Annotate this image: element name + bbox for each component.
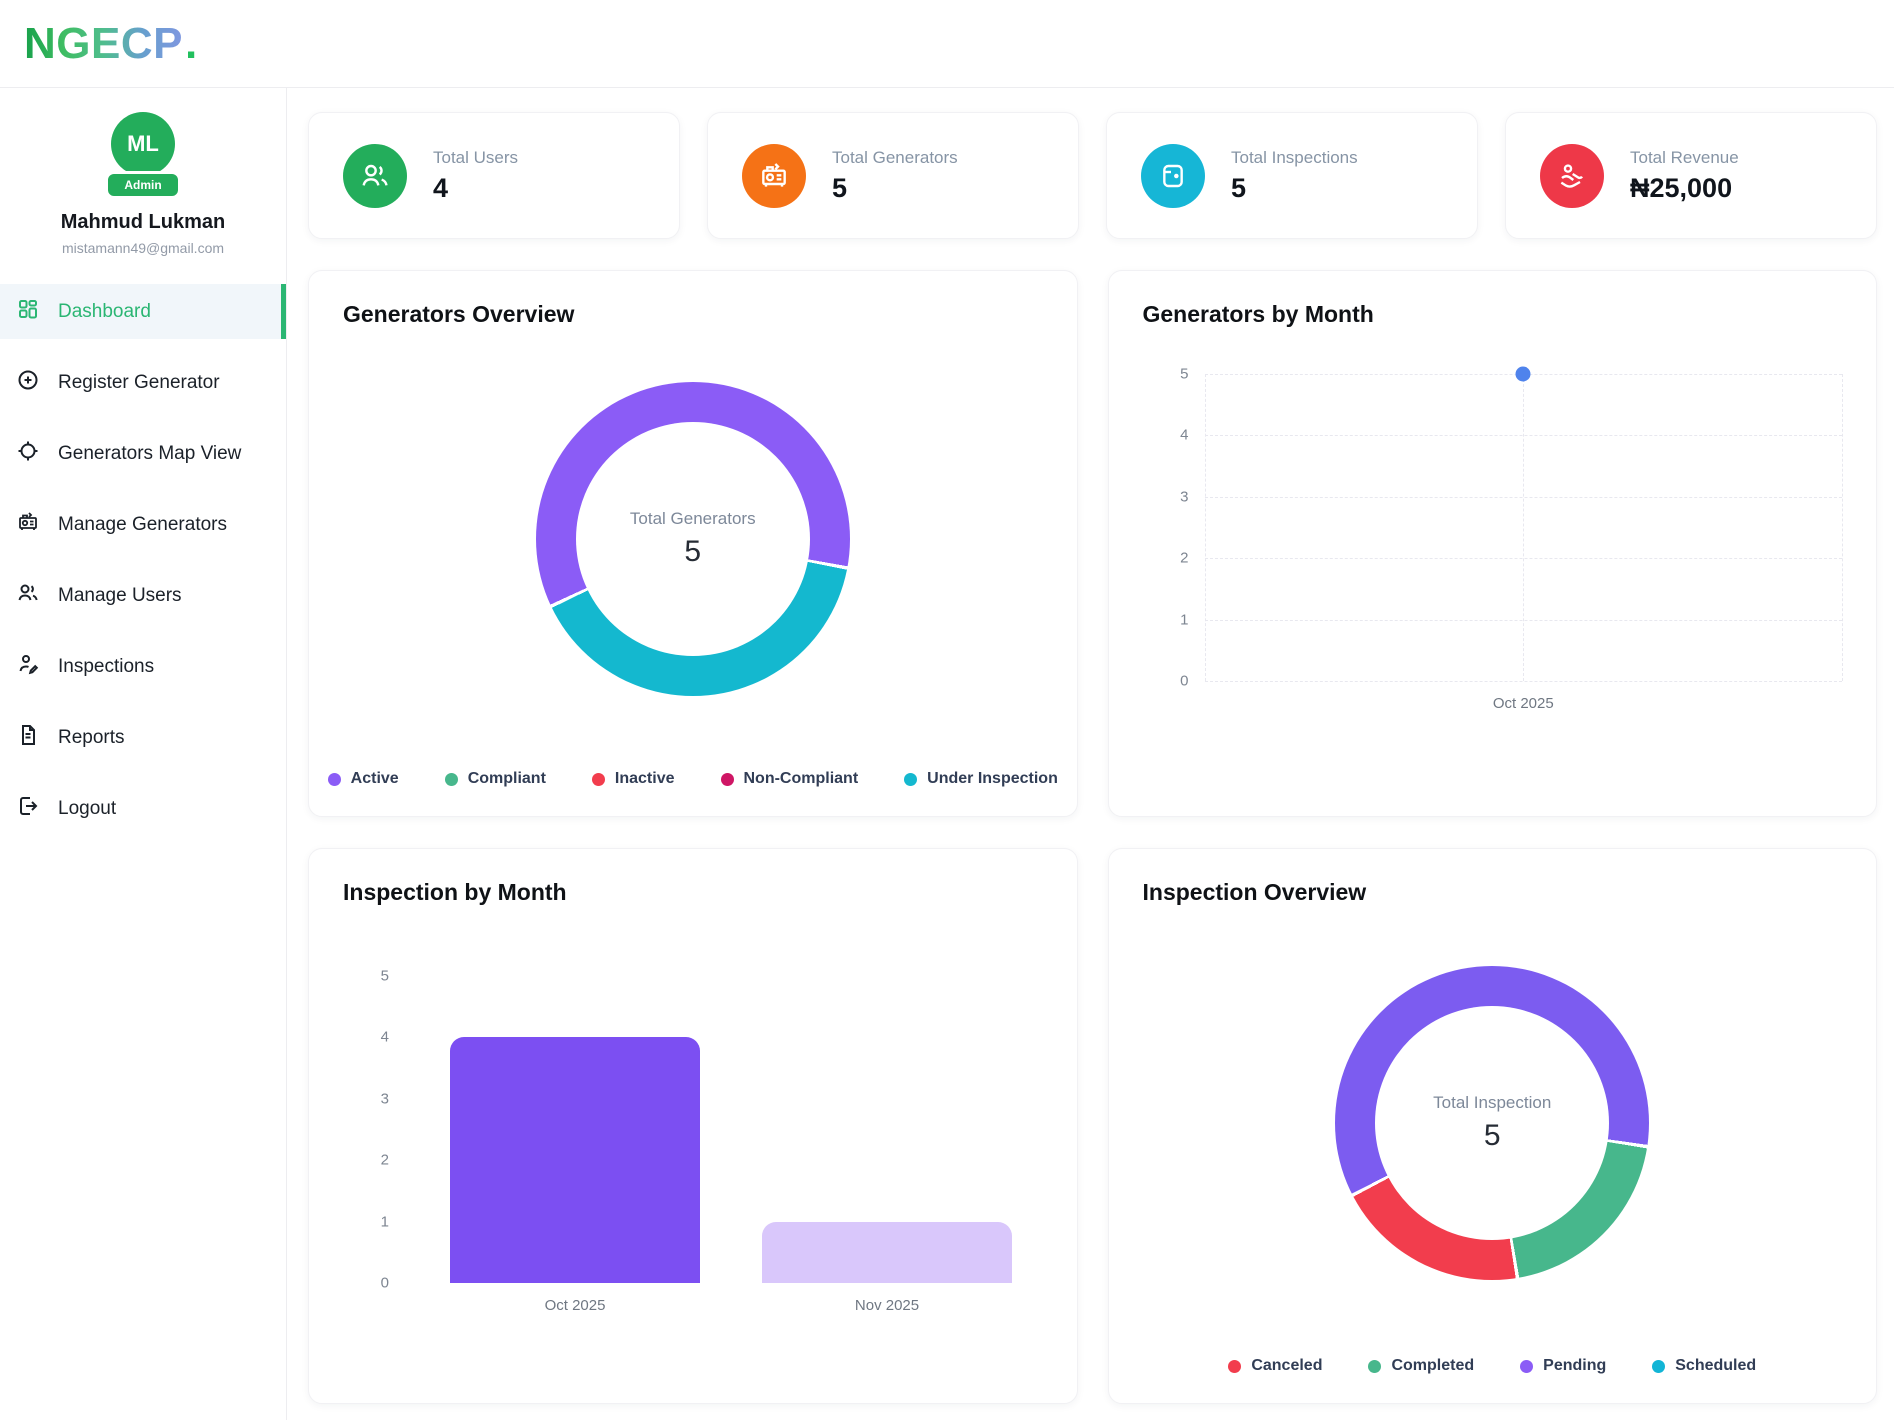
legend-dot bbox=[720, 772, 734, 786]
dashboard-icon bbox=[16, 297, 40, 327]
generators-overview-donut: Total Generators 5 bbox=[535, 382, 850, 696]
legend-dot bbox=[904, 772, 918, 786]
legend-item-scheduled[interactable]: Scheduled bbox=[1652, 1357, 1756, 1375]
stat-card-total-users: Total Users 4 bbox=[308, 112, 680, 239]
legend-item-inactive[interactable]: Inactive bbox=[591, 770, 675, 788]
brand-logo-text: NGECP bbox=[24, 18, 183, 68]
sidebar-item-label: Register Generator bbox=[58, 371, 220, 393]
legend-dot bbox=[327, 772, 341, 786]
chart-title: Inspection Overview bbox=[1142, 879, 1367, 905]
stat-label: Total Inspections bbox=[1231, 147, 1358, 167]
data-point[interactable] bbox=[1515, 366, 1531, 382]
scatter-plot-area: Oct 2025 bbox=[1204, 366, 1843, 712]
role-badge: Admin bbox=[105, 171, 181, 199]
sidebar-item-label: Dashboard bbox=[58, 300, 151, 322]
chart-title: Generators by Month bbox=[1142, 301, 1374, 327]
stat-value: ₦25,000 bbox=[1630, 172, 1733, 203]
logout-icon bbox=[16, 794, 40, 824]
stat-card-total-inspections: Total Inspections 5 bbox=[1106, 112, 1478, 239]
chart-title: Inspection by Month bbox=[343, 879, 567, 905]
legend-item-pending[interactable]: Pending bbox=[1520, 1357, 1606, 1375]
brand-logo-dot: . bbox=[184, 18, 198, 68]
stat-card-total-generators: Total Generators 5 bbox=[707, 112, 1079, 239]
bar-plot-area: Oct 2025 Nov 2025 bbox=[405, 976, 1043, 1314]
users-icon bbox=[16, 581, 40, 611]
legend-dot bbox=[1228, 1359, 1242, 1373]
document-icon bbox=[16, 723, 40, 753]
user-email: mistamann49@gmail.com bbox=[61, 240, 225, 256]
donut-center-label: Total Generators bbox=[629, 509, 756, 528]
sidebar-item-dashboard[interactable]: Dashboard bbox=[0, 284, 286, 339]
stat-value: 5 bbox=[1231, 172, 1247, 203]
chart-title: Generators Overview bbox=[343, 301, 575, 327]
main-content: Total Users 4 Total Generators 5 Total I… bbox=[287, 88, 1894, 1420]
sidebar-item-manage-generators[interactable]: Manage Generators bbox=[0, 497, 286, 552]
legend-dot bbox=[1652, 1359, 1666, 1373]
sidebar-item-label: Logout bbox=[58, 797, 117, 819]
legend-dot bbox=[1520, 1359, 1534, 1373]
brand-logo[interactable]: NGECP . bbox=[24, 19, 197, 69]
bar-oct-2025[interactable] bbox=[450, 1037, 700, 1283]
sidebar-nav: Dashboard Register Generator Generators … bbox=[0, 284, 286, 836]
sidebar-item-label: Generators Map View bbox=[58, 442, 242, 464]
legend-item-active[interactable]: Active bbox=[327, 770, 399, 788]
charts-grid: Generators Overview Total Generators 5 A… bbox=[308, 270, 1877, 1404]
sidebar-item-logout[interactable]: Logout bbox=[0, 781, 286, 836]
chart-legend: Canceled Completed Pending Scheduled bbox=[1109, 1357, 1877, 1375]
stat-card-total-revenue: Total Revenue ₦25,000 bbox=[1505, 112, 1877, 239]
inspection-overview-donut: Total Inspection 5 bbox=[1335, 966, 1650, 1280]
avatar: ML bbox=[111, 112, 175, 176]
stat-value: 4 bbox=[433, 172, 449, 203]
app-header: NGECP . bbox=[0, 0, 1894, 88]
person-edit-icon bbox=[16, 652, 40, 682]
stat-label: Total Generators bbox=[832, 147, 958, 167]
sidebar-item-inspections[interactable]: Inspections bbox=[0, 639, 286, 694]
legend-item-under-inspection[interactable]: Under Inspection bbox=[904, 770, 1058, 788]
sidebar-item-reports[interactable]: Reports bbox=[0, 710, 286, 765]
donut-center-value: 5 bbox=[684, 535, 702, 568]
x-axis-label: Nov 2025 bbox=[854, 1297, 920, 1314]
stat-label: Total Users bbox=[433, 147, 519, 167]
generators-overview-card: Generators Overview Total Generators 5 A… bbox=[308, 270, 1078, 817]
plus-circle-icon bbox=[16, 368, 40, 398]
legend-dot bbox=[444, 772, 458, 786]
crosshair-icon bbox=[16, 439, 40, 469]
bar-nov-2025[interactable] bbox=[762, 1221, 1012, 1283]
x-axis-label: Oct 2025 bbox=[1492, 695, 1554, 712]
x-axis-label: Oct 2025 bbox=[544, 1297, 606, 1314]
user-profile: ML Admin Mahmud Lukman mistamann49@gmail… bbox=[0, 112, 286, 256]
sidebar-item-label: Reports bbox=[58, 726, 125, 748]
inspection-overview-card: Inspection Overview Total Inspection 5 C… bbox=[1107, 848, 1877, 1404]
sidebar-item-label: Manage Generators bbox=[58, 513, 227, 535]
hand-coin-icon bbox=[1540, 143, 1604, 208]
users-icon bbox=[343, 143, 407, 208]
user-name: Mahmud Lukman bbox=[60, 211, 226, 233]
legend-dot bbox=[591, 772, 605, 786]
donut-center-label: Total Inspection bbox=[1433, 1093, 1552, 1112]
wallet-icon bbox=[1141, 143, 1205, 208]
sidebar-item-manage-users[interactable]: Manage Users bbox=[0, 568, 286, 623]
generator-icon bbox=[16, 510, 40, 540]
sidebar-item-generators-map-view[interactable]: Generators Map View bbox=[0, 426, 286, 481]
stat-value: 5 bbox=[832, 172, 848, 203]
legend-item-completed[interactable]: Completed bbox=[1368, 1357, 1474, 1375]
donut-center-value: 5 bbox=[1483, 1119, 1501, 1152]
stats-row: Total Users 4 Total Generators 5 Total I… bbox=[308, 112, 1877, 239]
legend-dot bbox=[1368, 1359, 1382, 1373]
sidebar-item-label: Inspections bbox=[58, 655, 155, 677]
legend-item-non-compliant[interactable]: Non-Compliant bbox=[720, 770, 858, 788]
chart-legend: Active Compliant Inactive Non-Compliant … bbox=[309, 770, 1077, 788]
stat-label: Total Revenue bbox=[1630, 147, 1739, 167]
legend-item-canceled[interactable]: Canceled bbox=[1228, 1357, 1322, 1375]
legend-item-compliant[interactable]: Compliant bbox=[444, 770, 546, 788]
sidebar-item-label: Manage Users bbox=[58, 584, 182, 606]
sidebar-item-register-generator[interactable]: Register Generator bbox=[0, 355, 286, 410]
generator-icon bbox=[742, 143, 806, 208]
sidebar: ML Admin Mahmud Lukman mistamann49@gmail… bbox=[0, 88, 287, 1420]
